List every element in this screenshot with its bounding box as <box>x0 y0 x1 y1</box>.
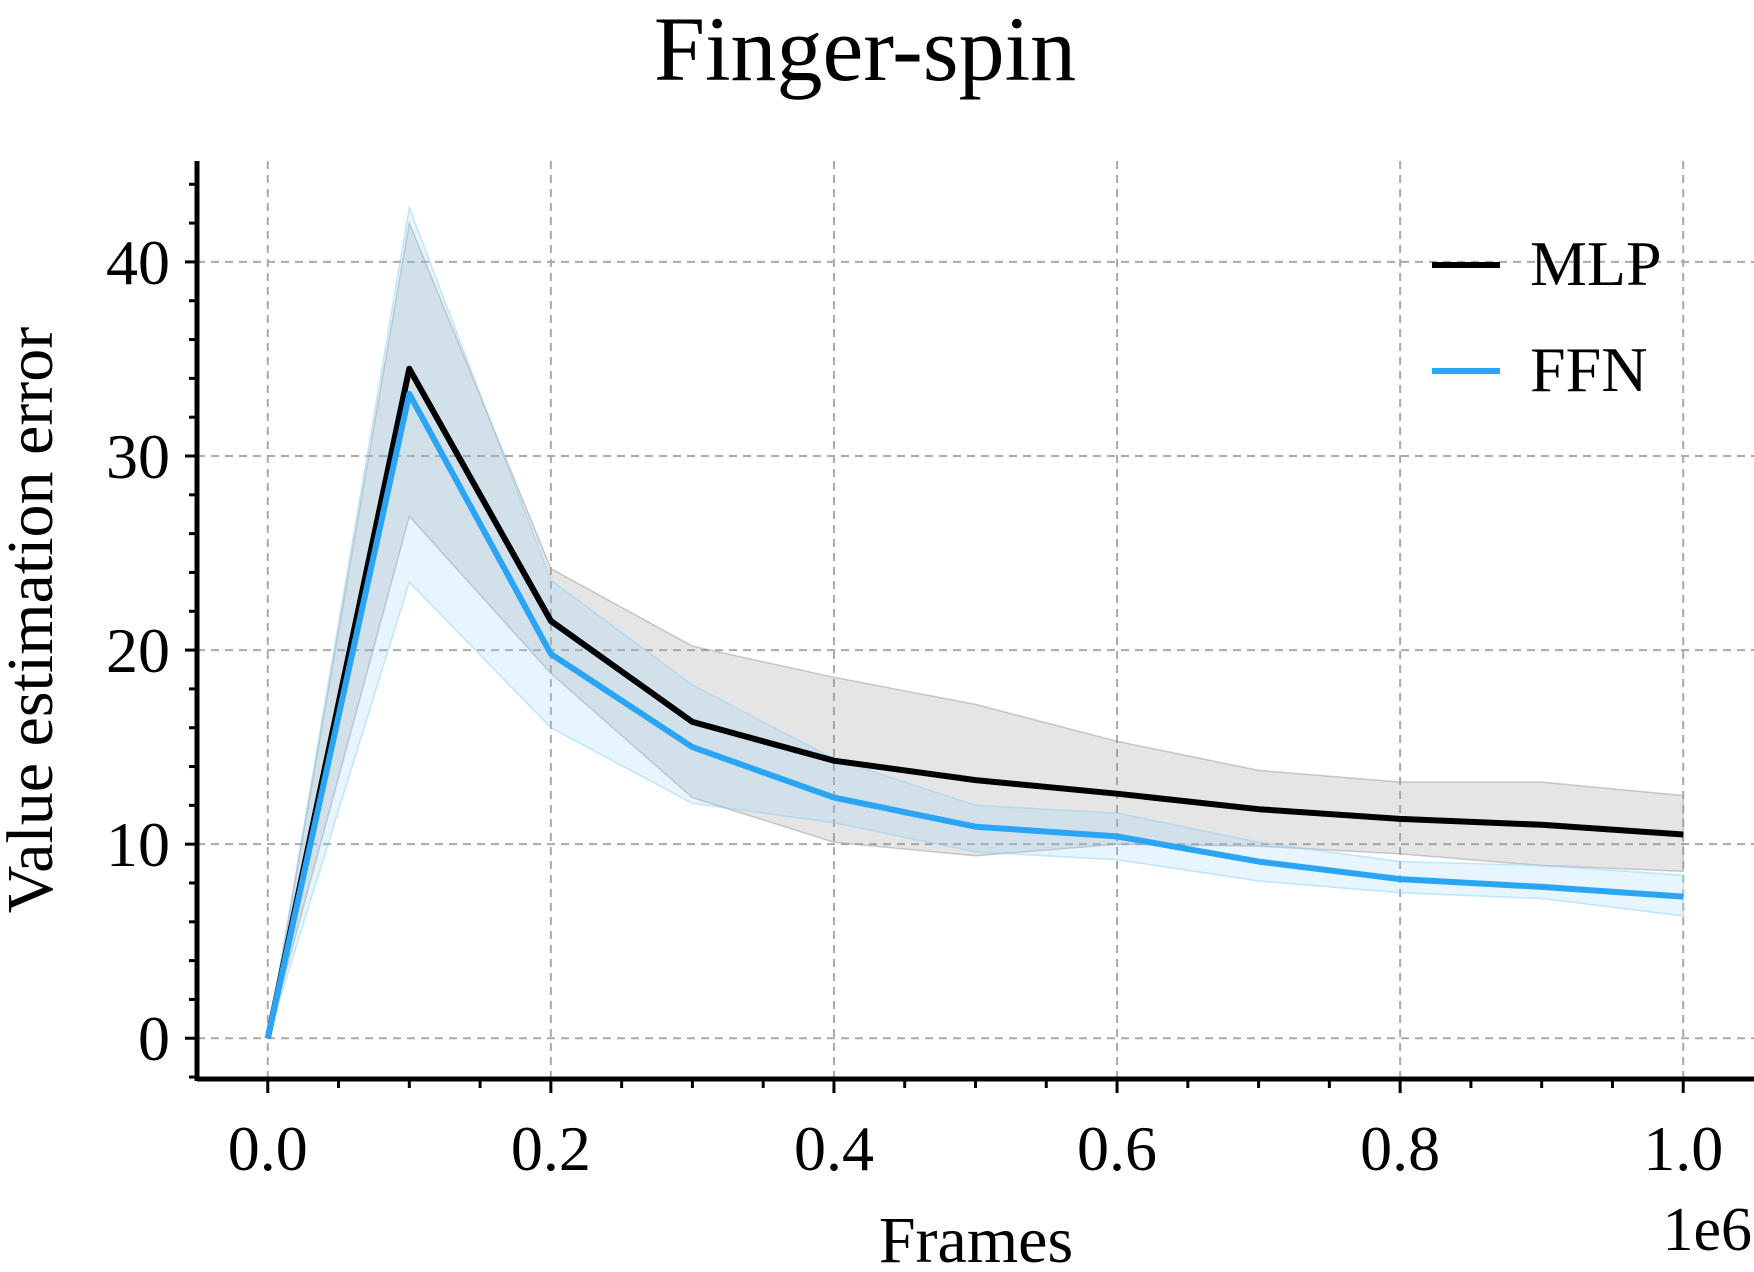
x-tick-label: 0.0 <box>228 1113 308 1184</box>
legend-ffn-label: FFN <box>1530 334 1647 405</box>
legend: MLP FFN <box>1432 228 1662 405</box>
confidence-bands <box>267 204 1684 1039</box>
y-tick-label: 10 <box>106 809 170 880</box>
chart-title: Finger-spin <box>654 0 1076 100</box>
y-tick-label: 40 <box>106 227 170 298</box>
y-tick-label: 0 <box>138 1003 170 1074</box>
x-tick-label: 0.2 <box>511 1113 591 1184</box>
band-ffn <box>267 204 1684 1039</box>
x-tick-label: 1.0 <box>1643 1113 1723 1184</box>
x-axis-ticks: 0.0 0.2 0.4 0.6 0.8 1.0 <box>228 1079 1723 1184</box>
x-tick-label: 0.8 <box>1360 1113 1440 1184</box>
x-tick-label: 0.6 <box>1077 1113 1157 1184</box>
y-tick-label: 30 <box>106 421 170 492</box>
y-tick-label: 20 <box>106 615 170 686</box>
series-lines <box>264 365 1684 1039</box>
x-tick-label: 0.4 <box>794 1113 874 1184</box>
x-offset-text: 1e6 <box>1662 1196 1752 1264</box>
x-axis-label: Frames <box>879 1204 1073 1272</box>
y-axis-ticks: 0 10 20 30 40 <box>106 182 197 1079</box>
y-axis-label: Value estimation error <box>0 327 67 913</box>
legend-mlp-label: MLP <box>1530 228 1662 299</box>
